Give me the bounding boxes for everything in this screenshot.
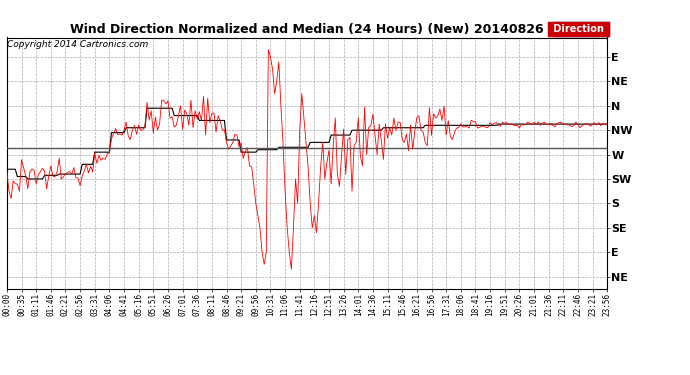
Text: Average: Average [555,24,607,34]
Title: Wind Direction Normalized and Median (24 Hours) (New) 20140826: Wind Direction Normalized and Median (24… [70,23,544,36]
Text: Copyright 2014 Cartronics.com: Copyright 2014 Cartronics.com [7,40,148,49]
Text: Direction: Direction [550,24,607,34]
